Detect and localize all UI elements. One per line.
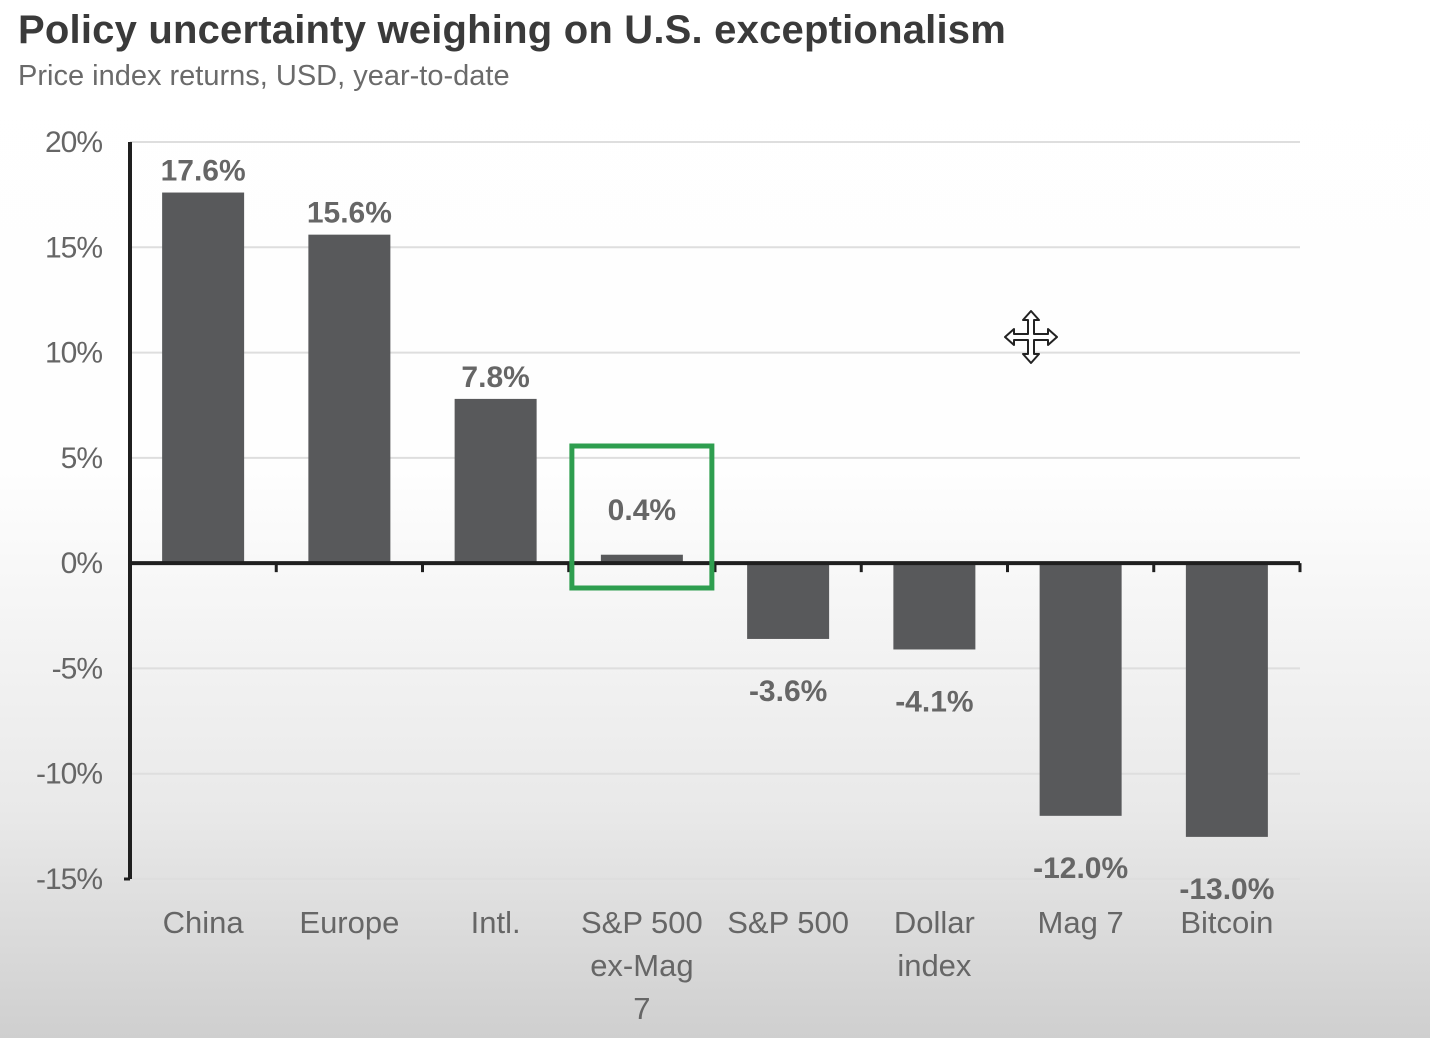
y-tick-label: 5% [61,442,103,475]
y-tick-label: 20% [45,126,102,159]
data-label: 17.6% [161,155,246,188]
x-category-label: Mag 7 [1038,905,1124,940]
data-label: -12.0% [1033,852,1128,885]
y-tick-label: -10% [36,758,102,791]
bar [308,234,391,564]
y-tick-label: 10% [45,337,102,370]
data-label: -3.6% [749,675,827,708]
data-label: 15.6% [307,197,392,230]
bar [162,192,245,564]
highlight-box [569,443,715,591]
x-category-label: index [897,948,972,983]
x-category-label: S&P 500 [727,905,849,940]
data-label: 7.8% [461,361,529,394]
x-category-label: ex-Mag [590,948,693,983]
x-category-label: China [163,905,245,940]
y-tick-label: -15% [36,863,102,896]
x-category-label: Intl. [471,905,521,940]
move-cursor-icon [1003,309,1059,365]
y-tick-label: 0% [61,547,103,580]
y-tick-label: -5% [52,652,103,685]
data-label: -13.0% [1179,873,1274,906]
bar [454,398,537,564]
x-category-label: Europe [299,905,399,940]
chart-title: Policy uncertainty weighing on U.S. exce… [18,8,1006,52]
bar [600,554,683,564]
x-category-label: S&P 500 [581,905,703,940]
data-label: 0.4% [608,494,676,527]
bar [1039,563,1122,816]
bar [1185,563,1268,837]
y-tick-label: 15% [45,231,102,264]
x-category-label: 7 [633,991,650,1026]
chart-subtitle: Price index returns, USD, year-to-date [18,60,510,92]
data-label: -4.1% [895,685,973,718]
bar [747,563,830,639]
x-category-label: Dollar [894,905,975,940]
bar [893,563,976,650]
x-category-label: Bitcoin [1180,905,1273,940]
